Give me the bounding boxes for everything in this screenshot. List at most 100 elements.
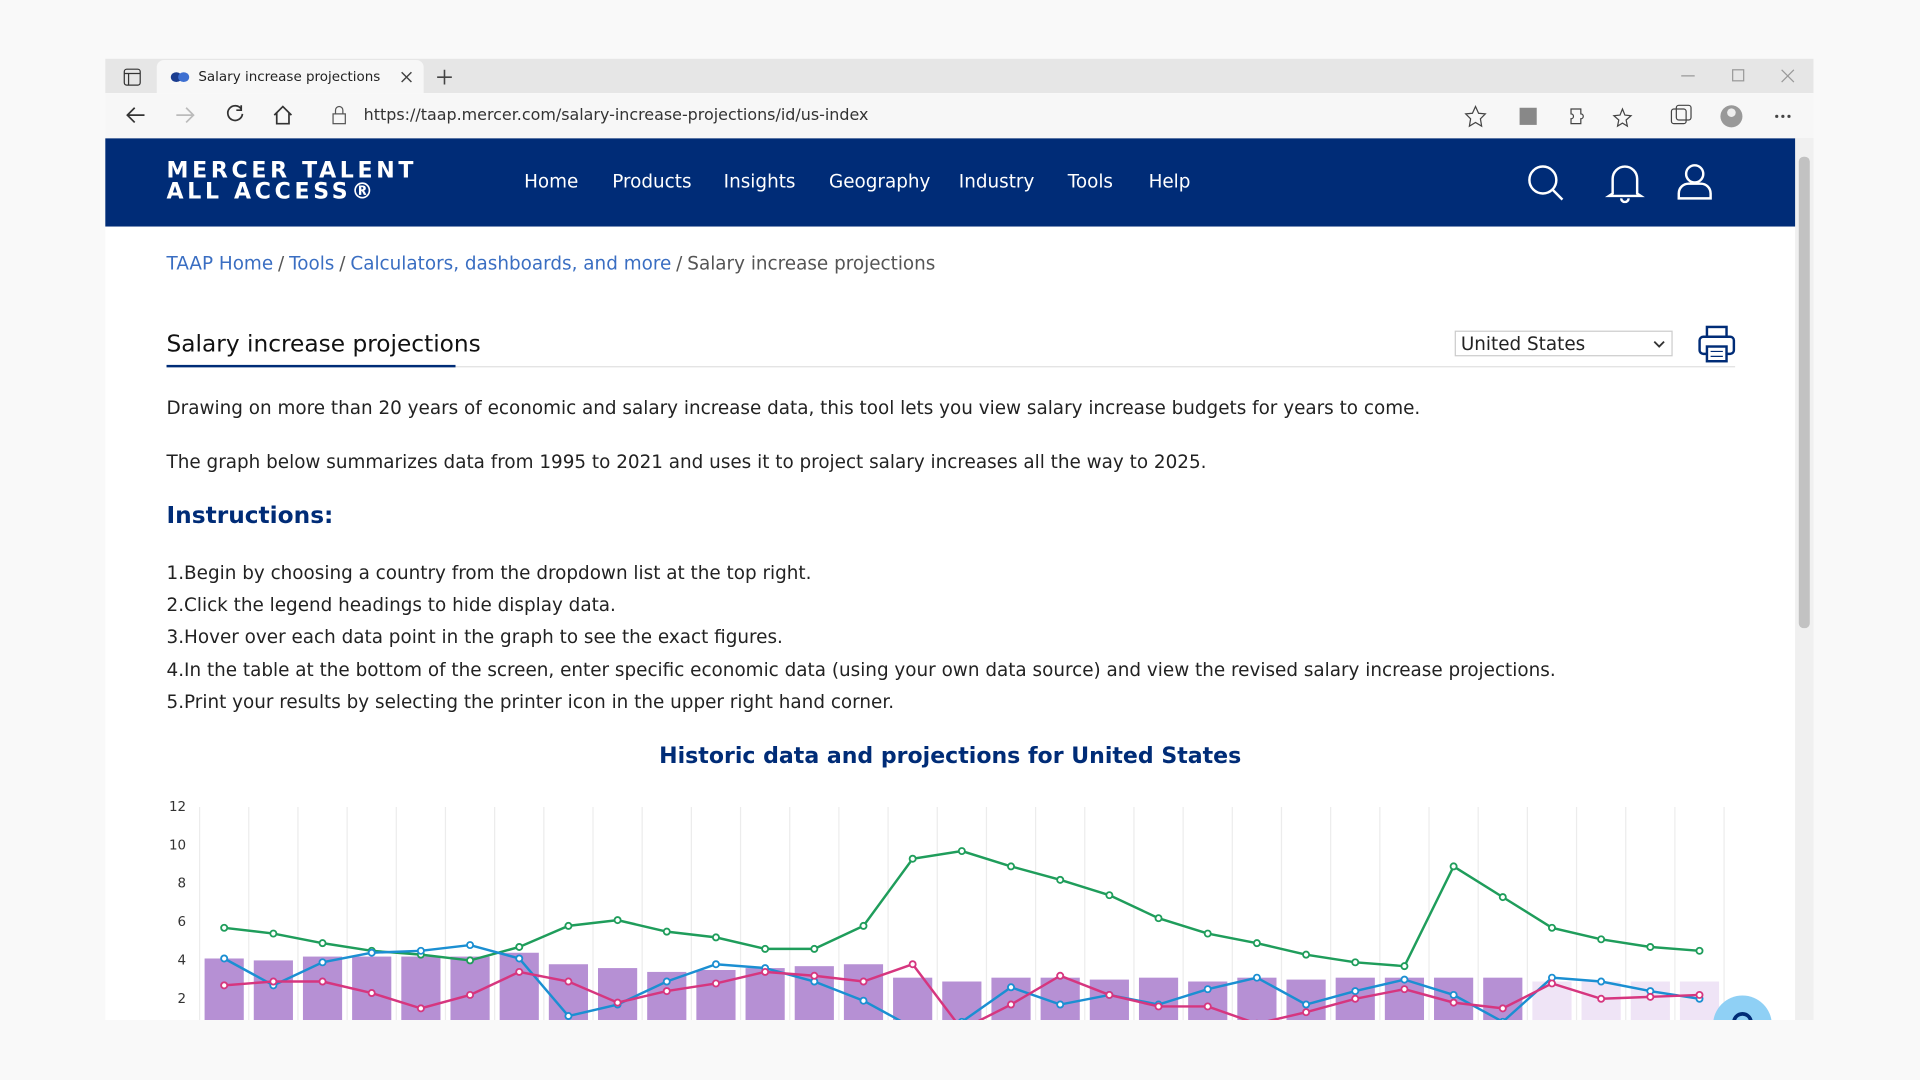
breadcrumb-separator: / <box>278 252 285 275</box>
line-point <box>1056 1000 1065 1009</box>
lock-icon[interactable] <box>331 105 348 125</box>
nav-link[interactable]: Tools <box>1067 170 1114 193</box>
line-point <box>1400 975 1409 984</box>
bar <box>942 981 982 1021</box>
line-point <box>859 921 868 930</box>
bar <box>598 968 638 1021</box>
instruction-item: 4.In the table at the bottom of the scre… <box>166 658 1556 681</box>
line-point <box>810 944 819 953</box>
breadcrumb-current: Salary increase projections <box>687 252 936 275</box>
breadcrumb-link[interactable]: Calculators, dashboards, and more <box>350 252 672 275</box>
line-point <box>761 944 770 953</box>
line-point <box>416 1004 425 1013</box>
browser-toolbar-icons[interactable] <box>1463 104 1794 128</box>
chart-title: Historic data and projections for United… <box>659 743 1242 769</box>
breadcrumb-separator: / <box>339 252 346 275</box>
address-bar[interactable]: https://taap.mercer.com/salary-increase-… <box>363 106 869 125</box>
logo[interactable]: MERCER TALENT ALL ACCESS® <box>166 157 418 203</box>
line-point <box>1056 971 1065 980</box>
line-point <box>318 977 327 986</box>
instruction-item: 2.Click the legend headings to hide disp… <box>166 593 616 616</box>
tab-actions-icon[interactable] <box>122 67 142 87</box>
line-point <box>1105 990 1114 999</box>
line-point <box>613 998 622 1007</box>
line-point <box>908 854 917 863</box>
y-tick-label: 12 <box>169 800 186 815</box>
line-point <box>711 933 720 942</box>
line-point <box>515 954 524 963</box>
bar <box>893 977 933 1021</box>
print-button[interactable] <box>1697 324 1736 363</box>
line-point <box>613 916 622 925</box>
y-tick-label: 6 <box>178 915 187 930</box>
line-point <box>1154 914 1163 923</box>
select-value: United States <box>1460 333 1586 356</box>
line-point <box>220 923 229 932</box>
nav-buttons[interactable] <box>122 103 330 127</box>
instructions-title: Instructions: <box>166 502 334 529</box>
nav-link[interactable]: Geography <box>828 170 931 193</box>
line-point <box>367 948 376 957</box>
line-point <box>1203 929 1212 938</box>
bar <box>253 960 293 1021</box>
line-point <box>1154 1002 1163 1011</box>
line-point <box>1449 862 1458 871</box>
line-point <box>1203 1002 1212 1011</box>
line-point <box>1597 994 1606 1003</box>
breadcrumb-separator: / <box>676 252 683 275</box>
y-tick-label: 10 <box>169 838 186 853</box>
line-point <box>1547 979 1556 988</box>
bar <box>1138 977 1179 1021</box>
line-point <box>220 981 229 990</box>
line-point <box>711 979 720 988</box>
close-tab[interactable] <box>399 70 414 85</box>
instruction-item: 5.Print your results by selecting the pr… <box>166 690 895 713</box>
header-icons[interactable] <box>1524 162 1720 204</box>
line-point <box>958 1017 966 1021</box>
line-point <box>1105 891 1114 900</box>
line-point <box>269 977 278 986</box>
line-point <box>1351 994 1360 1003</box>
nav-link[interactable]: Products <box>612 170 692 193</box>
chat-button[interactable] <box>1712 994 1773 1021</box>
favicon <box>170 72 190 83</box>
title-rule <box>166 366 1736 368</box>
line-point <box>220 954 229 963</box>
line-point <box>466 990 475 999</box>
nav-link[interactable]: Insights <box>723 170 796 193</box>
line-point <box>1351 987 1360 996</box>
nav-link[interactable]: Help <box>1148 170 1191 193</box>
scrollbar-thumb[interactable] <box>1798 156 1810 629</box>
browser-tab[interactable] <box>156 60 424 94</box>
line-point <box>1252 973 1261 982</box>
nav-link[interactable]: Industry <box>958 170 1035 193</box>
country-select[interactable]: United States <box>1454 330 1673 357</box>
breadcrumb-link[interactable]: Tools <box>289 252 335 275</box>
line-point <box>1499 1017 1507 1021</box>
bar <box>499 952 539 1021</box>
y-tick-label: 2 <box>178 992 187 1007</box>
line-point <box>662 927 671 936</box>
line-point <box>1597 935 1606 944</box>
line-point <box>711 960 720 969</box>
chevron <box>1653 340 1665 348</box>
line-point <box>564 921 573 930</box>
page-title: Salary increase projections <box>166 330 481 358</box>
line-point <box>1302 1000 1311 1009</box>
breadcrumb-link[interactable]: TAAP Home <box>166 252 274 275</box>
line-point <box>1007 983 1015 992</box>
line-point <box>662 977 671 986</box>
window-controls[interactable] <box>1678 67 1800 84</box>
line-point <box>859 977 868 986</box>
line-point <box>1302 1008 1311 1017</box>
line-point <box>1597 977 1606 986</box>
new-tab[interactable] <box>435 67 455 87</box>
nav-link[interactable]: Home <box>524 170 579 193</box>
line-point <box>318 958 327 967</box>
line-point <box>957 847 966 856</box>
bar <box>548 964 589 1021</box>
intro-paragraph: The graph below summarizes data from 199… <box>166 450 1207 473</box>
logo-line: MERCER TALENT <box>166 157 418 184</box>
line-point <box>466 941 475 950</box>
